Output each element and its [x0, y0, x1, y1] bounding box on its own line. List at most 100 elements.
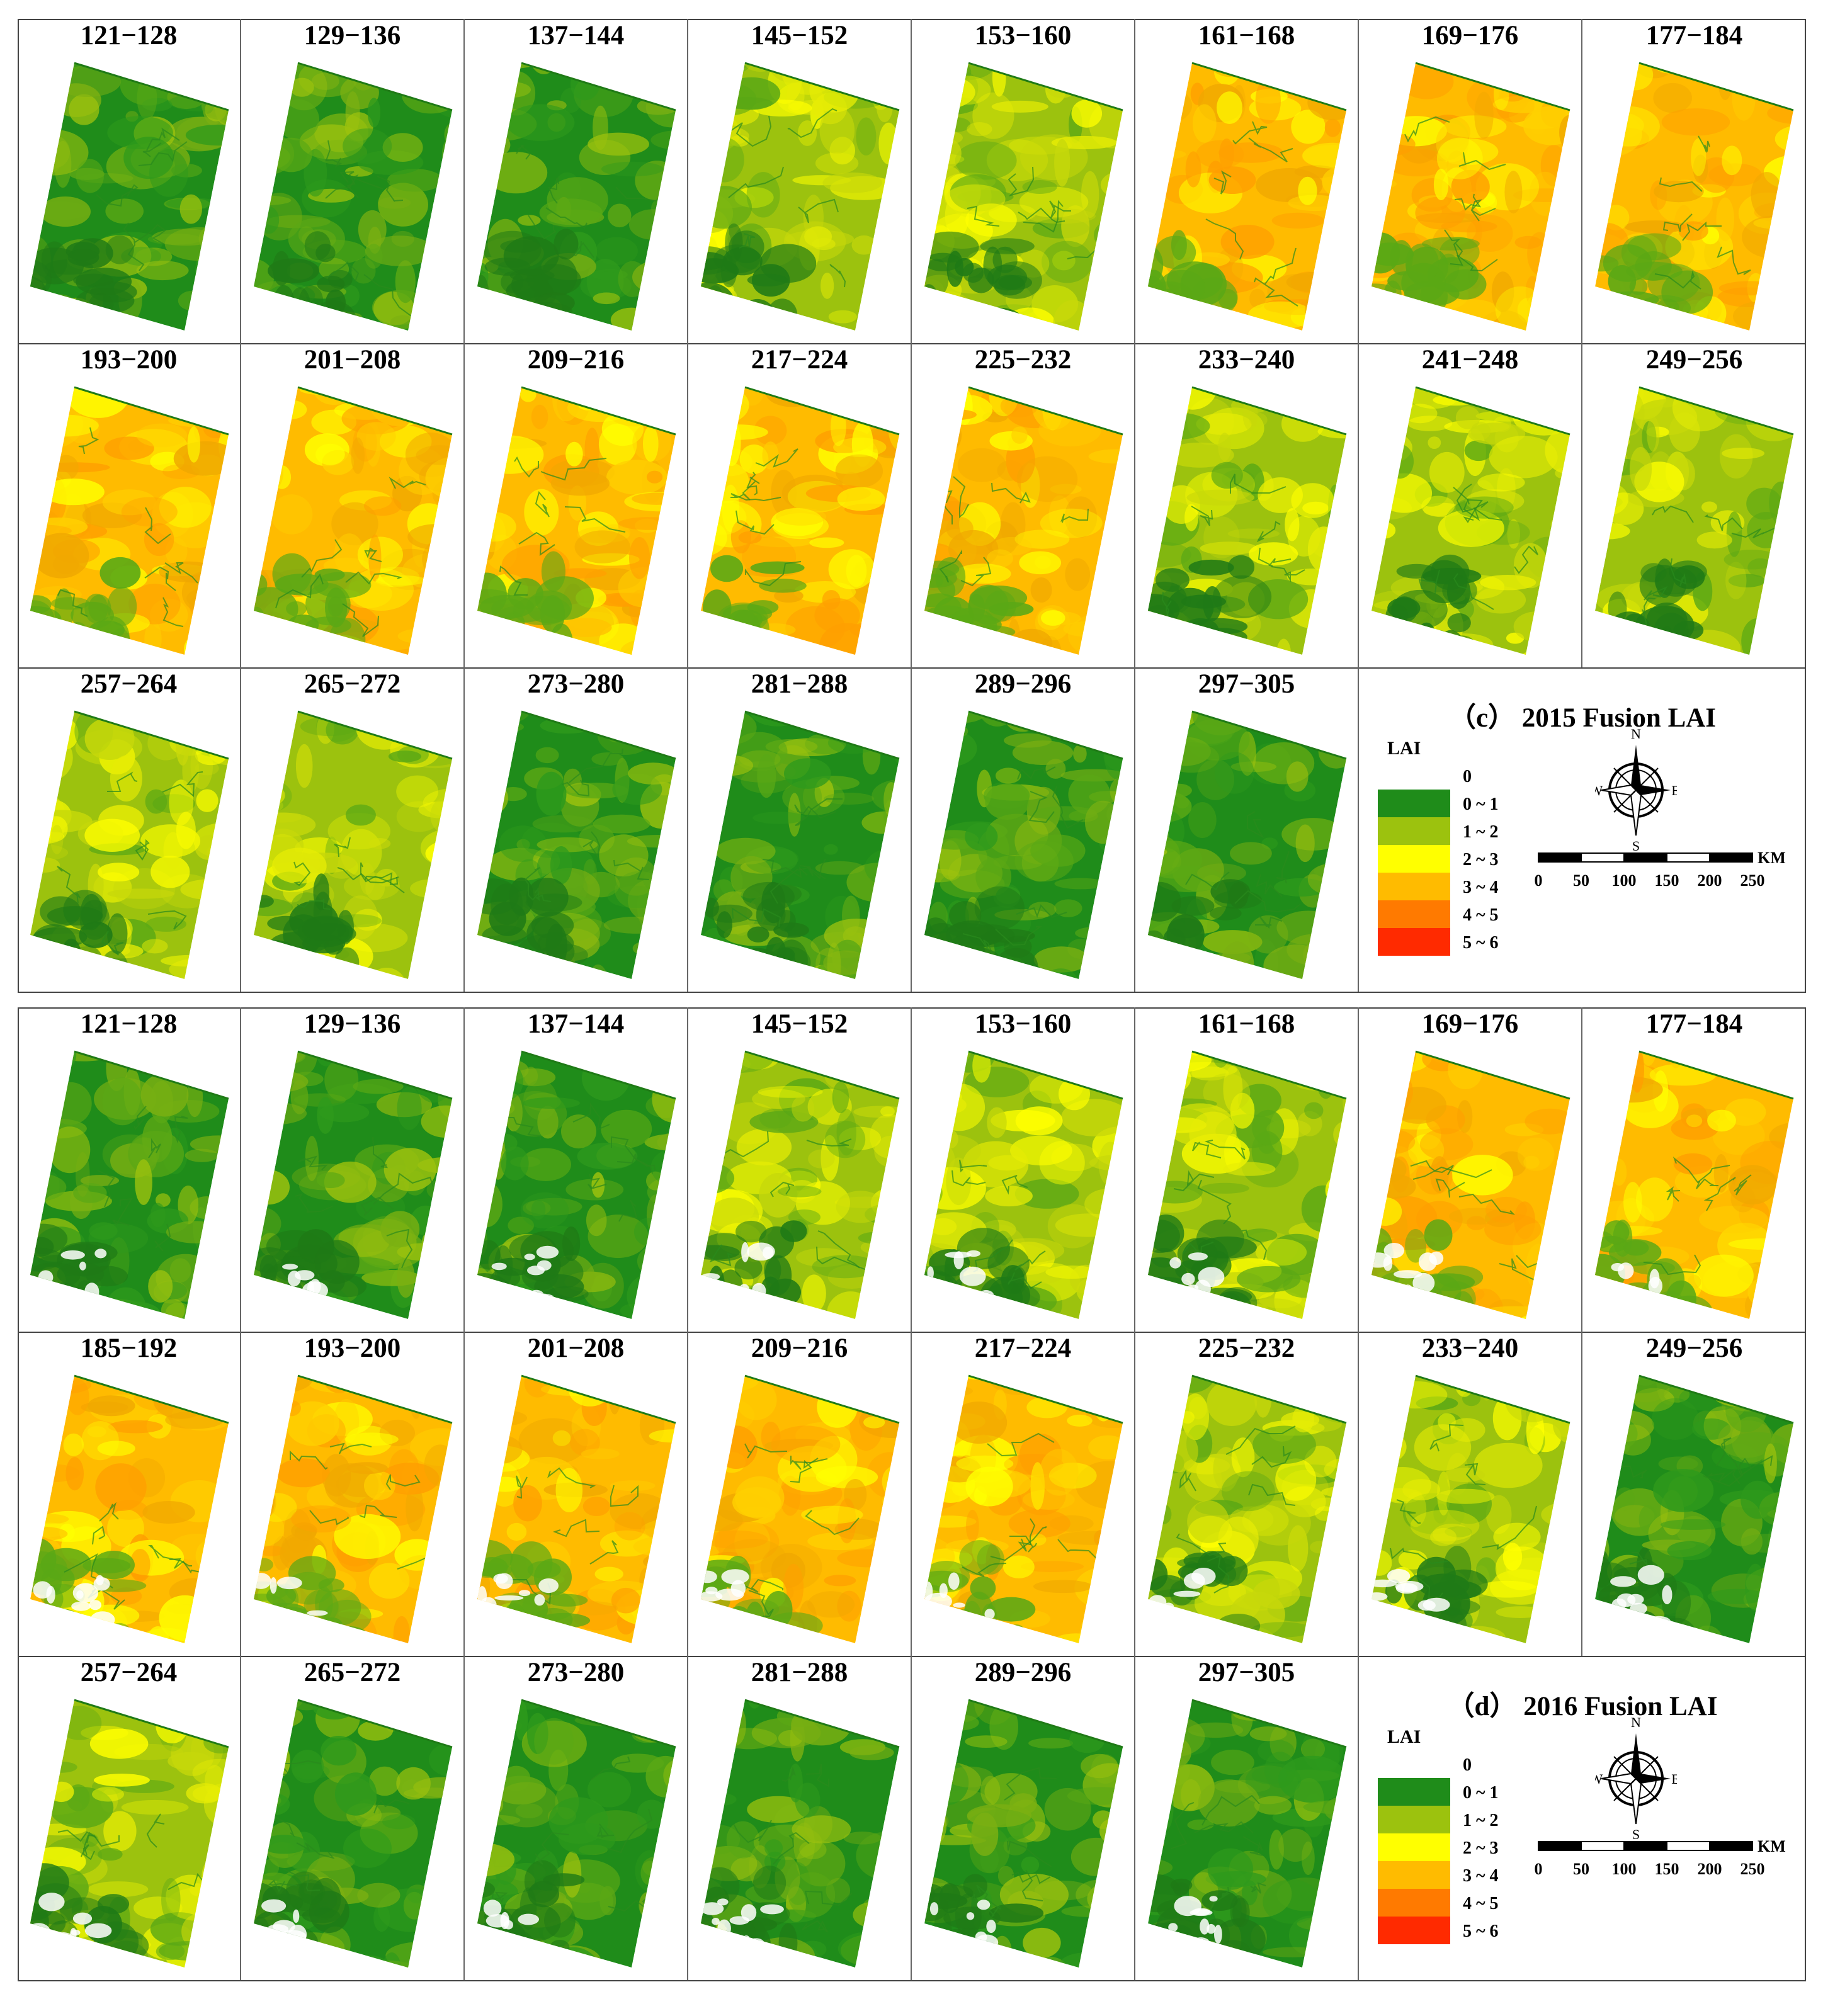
lai-map-image — [254, 1374, 453, 1643]
legend-class-label: 1 ~ 2 — [1463, 822, 1499, 842]
map-cell: 241−248 — [1359, 343, 1582, 667]
legend-class-label: 5 ~ 6 — [1463, 933, 1499, 953]
legend-swatch — [1378, 1778, 1450, 1806]
compass-label-n: N — [1631, 727, 1641, 742]
doy-range-label: 265−272 — [304, 1658, 401, 1687]
legend-swatch — [1378, 1917, 1450, 1944]
lai-map-image — [30, 1699, 229, 1968]
legend-class-label: 3 ~ 4 — [1463, 878, 1499, 897]
lai-map-image — [477, 62, 676, 331]
legend-swatch — [1378, 928, 1450, 956]
doy-range-label: 121−128 — [80, 1009, 178, 1039]
map-cell: 193−200 — [18, 343, 241, 667]
lai-map-image — [254, 386, 453, 655]
scale-tick-label: 50 — [1573, 871, 1589, 890]
doy-range-label: 137−144 — [527, 21, 625, 50]
legend-swatch — [1378, 817, 1450, 845]
doy-range-label: 177−184 — [1645, 21, 1743, 50]
map-cell: 265−272 — [241, 667, 465, 992]
map-cell: 177−184 — [1582, 19, 1806, 343]
panel-2015: 121−128 129−136 137−144 145−152 153−160 161−1… — [18, 19, 1806, 993]
lai-map-image — [1148, 386, 1347, 655]
scale-tick-label: 150 — [1655, 1860, 1679, 1878]
compass-label-w: W — [1595, 1771, 1603, 1787]
doy-range-label: 145−152 — [751, 21, 848, 50]
doy-range-label: 273−280 — [527, 1658, 625, 1687]
lai-map-image — [1148, 62, 1347, 331]
map-cell: 129−136 — [241, 1007, 465, 1332]
panel-title: （d） 2016 Fusion LAI — [1447, 1692, 1718, 1721]
lai-map-image — [701, 62, 900, 331]
legend-area: （d） 2016 Fusion LAI LAI 0 0 ~ 1 1 ~ 2 2 ~ 3 3 … — [1359, 1656, 1806, 1980]
lai-map-image — [701, 1050, 900, 1319]
north-arrow-icon: N S E W — [1595, 727, 1677, 853]
legend-swatch — [1378, 1861, 1450, 1889]
doy-range-label: 201−208 — [304, 345, 401, 375]
scale-tick-label: 150 — [1655, 871, 1679, 890]
lai-map-image — [30, 710, 229, 979]
scale-tick-label: 200 — [1698, 1860, 1722, 1878]
doy-range-label: 281−288 — [751, 1658, 848, 1687]
scale-segment — [1581, 852, 1625, 863]
map-cell: 249−256 — [1582, 1332, 1806, 1656]
doy-range-label: 289−296 — [974, 1658, 1072, 1687]
scale-unit: KM — [1758, 849, 1786, 867]
doy-range-label: 265−272 — [304, 669, 401, 699]
lai-map-image — [1372, 62, 1570, 331]
doy-range-label: 161−168 — [1198, 1009, 1295, 1039]
legend-class-label: 1 ~ 2 — [1463, 1811, 1499, 1830]
scale-segment — [1538, 1841, 1582, 1851]
compass-label-w: W — [1595, 783, 1603, 798]
doy-range-label: 193−200 — [304, 1334, 401, 1363]
doy-range-label: 185−192 — [80, 1334, 178, 1363]
legend-class-label: 5 ~ 6 — [1463, 1922, 1499, 1941]
compass-label-e: E — [1671, 1771, 1677, 1787]
legend-swatch — [1378, 873, 1450, 900]
map-cell: 257−264 — [18, 667, 241, 992]
doy-range-label: 217−224 — [974, 1334, 1072, 1363]
panel-grid — [18, 1007, 1806, 1980]
lai-map-image — [254, 1699, 453, 1968]
doy-range-label: 233−240 — [1198, 345, 1295, 375]
compass-label-e: E — [1671, 783, 1677, 798]
lai-map-image — [1148, 1699, 1347, 1968]
map-cell: 145−152 — [688, 19, 912, 343]
doy-range-label: 257−264 — [80, 669, 178, 699]
lai-map-image — [30, 386, 229, 655]
doy-range-label: 297−305 — [1198, 669, 1295, 699]
compass-label-n: N — [1631, 1716, 1641, 1730]
doy-range-label: 193−200 — [80, 345, 178, 375]
legend-swatch — [1378, 1889, 1450, 1917]
map-cell: 177−184 — [1582, 1007, 1806, 1332]
scale-segment — [1709, 852, 1753, 863]
doy-range-label: 233−240 — [1421, 1334, 1519, 1363]
doy-range-label: 129−136 — [304, 21, 401, 50]
lai-map-image — [1595, 62, 1794, 331]
legend-class-label: 2 ~ 3 — [1463, 850, 1499, 869]
lai-map-image — [924, 1050, 1123, 1319]
map-cell: 201−208 — [241, 343, 465, 667]
panel-title: （c） 2015 Fusion LAI — [1448, 703, 1717, 733]
legend-class-label: 2 ~ 3 — [1463, 1838, 1499, 1858]
map-cell: 209−216 — [465, 343, 688, 667]
grid-line — [18, 1980, 1806, 1981]
legend-swatch — [1378, 845, 1450, 873]
legend-swatch — [1378, 762, 1450, 790]
legend-class-label: 0 ~ 1 — [1463, 1783, 1499, 1803]
doy-range-label: 153−160 — [974, 21, 1072, 50]
doy-range-label: 209−216 — [527, 345, 625, 375]
doy-range-label: 145−152 — [751, 1009, 848, 1039]
grid-line — [18, 343, 1806, 344]
lai-map-image — [1595, 1374, 1794, 1643]
scale-segment — [1581, 1841, 1625, 1851]
lai-map-image — [254, 710, 453, 979]
lai-map-image — [30, 1050, 229, 1319]
doy-range-label: 225−232 — [974, 345, 1072, 375]
scale-tick-label: 0 — [1535, 871, 1543, 890]
map-cell: 169−176 — [1359, 1007, 1582, 1332]
legend-swatch — [1378, 900, 1450, 928]
scale-tick-label: 250 — [1741, 1860, 1765, 1878]
scale-unit: KM — [1758, 1837, 1786, 1855]
map-cell: 217−224 — [912, 1332, 1135, 1656]
legend-class-label: 0 ~ 1 — [1463, 795, 1499, 814]
